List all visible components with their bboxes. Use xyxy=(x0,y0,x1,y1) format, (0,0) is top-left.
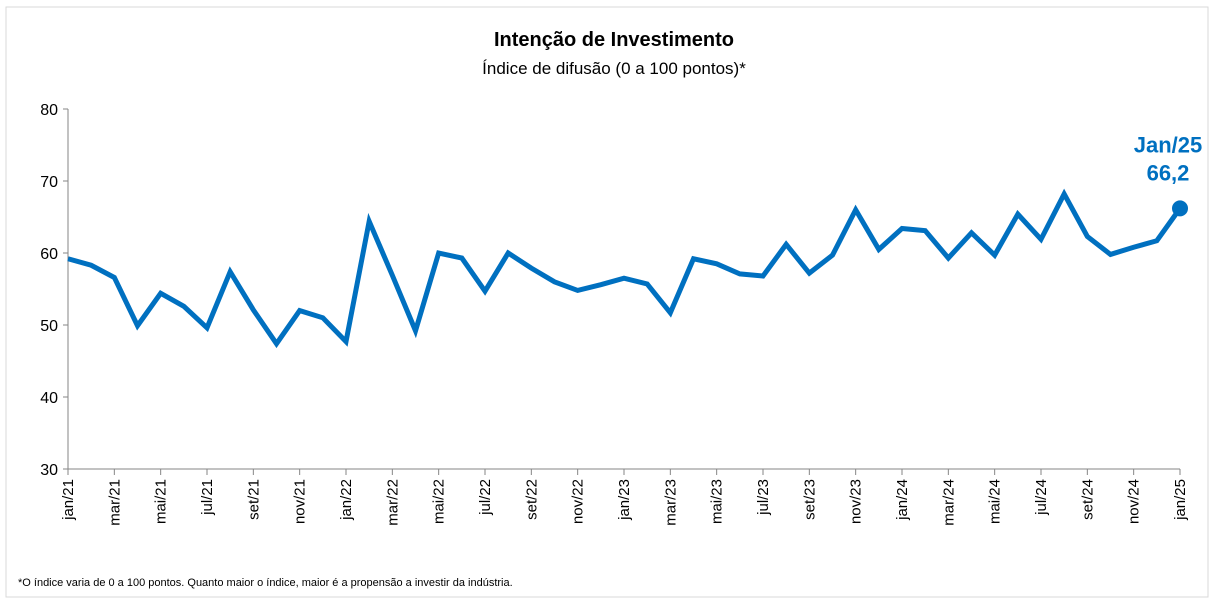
x-tick-label: mai/24 xyxy=(987,479,1004,524)
x-tick-label: mar/24 xyxy=(940,479,957,526)
x-tick-label: jan/25 xyxy=(1172,479,1189,521)
x-tick-label: nov/22 xyxy=(570,479,587,524)
x-tick-label: jan/24 xyxy=(894,479,911,521)
x-tick-label: set/21 xyxy=(245,479,262,520)
x-tick-label: mar/22 xyxy=(384,479,401,526)
x-tick-label: mai/21 xyxy=(153,479,170,524)
x-tick-label: nov/24 xyxy=(1126,479,1143,524)
x-tick-label: jul/21 xyxy=(199,479,216,516)
x-tick-label: nov/21 xyxy=(292,479,309,524)
y-tick-label: 50 xyxy=(40,318,58,335)
y-tick-label: 40 xyxy=(40,390,58,407)
annotation-value: 66,2 xyxy=(1147,160,1190,185)
chart-title: Intenção de Investimento xyxy=(494,29,734,51)
x-tick-label: set/23 xyxy=(801,479,818,520)
footnote: *O índice varia de 0 a 100 pontos. Quant… xyxy=(18,577,513,589)
x-tick-label: jul/23 xyxy=(755,479,772,516)
x-tick-label: jan/21 xyxy=(60,479,77,521)
y-tick-label: 80 xyxy=(40,102,58,119)
x-tick-label: jan/22 xyxy=(338,479,355,521)
y-tick-label: 60 xyxy=(40,246,58,263)
annotation-label: Jan/25 xyxy=(1134,132,1203,157)
x-tick-label: jul/24 xyxy=(1033,479,1050,516)
last-point xyxy=(1172,200,1188,217)
y-tick-label: 70 xyxy=(40,174,58,191)
x-tick-label: set/24 xyxy=(1079,479,1096,520)
x-tick-label: nov/23 xyxy=(848,479,865,524)
x-tick-label: mar/23 xyxy=(662,479,679,526)
y-tick-label: 30 xyxy=(40,462,58,479)
x-tick-label: mai/22 xyxy=(431,479,448,524)
series-line xyxy=(67,188,1183,349)
x-tick-label: mai/23 xyxy=(709,479,726,524)
frame xyxy=(5,6,1209,598)
x-tick-label: mar/21 xyxy=(106,479,123,526)
x-tick-label: jul/22 xyxy=(477,479,494,516)
x-tick-label: jan/23 xyxy=(616,479,633,521)
x-tick-label: set/22 xyxy=(523,479,540,520)
chart-subtitle: Índice de difusão (0 a 100 pontos)* xyxy=(482,59,746,78)
